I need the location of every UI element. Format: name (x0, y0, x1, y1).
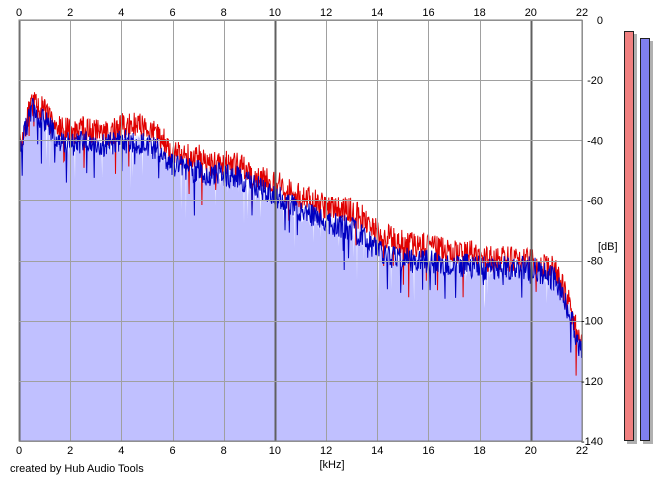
y-tick-label: 0 (597, 15, 603, 27)
x-tick-label-bottom: 12 (320, 445, 332, 457)
y-tick-labels: 0 -20 -40 -60 -80 -100 -120 -140 (581, 15, 603, 448)
x-tick-label-top: 16 (422, 7, 434, 19)
level-meters (624, 31, 653, 444)
y-tick-label: -40 (587, 135, 603, 147)
x-tick-label-bottom: 20 (525, 445, 537, 457)
x-tick-label-top: 8 (221, 7, 227, 19)
y-tick-label: -60 (587, 195, 603, 207)
y-tick-label: -20 (587, 75, 603, 87)
y-tick-label: -80 (587, 256, 603, 268)
x-tick-label-top: 12 (320, 7, 332, 19)
y-tick-label: -100 (581, 316, 603, 328)
x-tick-label-top: 14 (371, 7, 383, 19)
x-tick-label-bottom: 6 (169, 445, 175, 457)
x-tick-label-bottom: 18 (474, 445, 486, 457)
y-axis-label: [dB] (598, 241, 618, 253)
credit-text: created by Hub Audio Tools (10, 463, 144, 475)
x-tick-label-bottom: 4 (118, 445, 124, 457)
x-tick-label-bottom: 8 (221, 445, 227, 457)
x-tick-label-top: 20 (525, 7, 537, 19)
x-tick-label-top: 10 (269, 7, 281, 19)
series-layer (18, 92, 583, 441)
x-tick-label-top: 22 (576, 7, 588, 19)
x-tick-label-top: 2 (67, 7, 73, 19)
right-level-meter (640, 38, 650, 441)
x-tick-label-top: 0 (16, 7, 22, 19)
x-tick-label-bottom: 22 (576, 445, 588, 457)
plot-frame (18, 19, 583, 442)
x-tick-label-bottom: 2 (67, 445, 73, 457)
x-tick-labels-bottom: 0 2 4 6 8 10 12 14 16 18 20 22 (16, 445, 588, 457)
x-tick-label-top: 18 (474, 7, 486, 19)
left-level-meter (624, 31, 634, 441)
x-tick-label-top: 4 (118, 7, 124, 19)
series-area-fill (19, 98, 582, 441)
x-axis-label: [kHz] (319, 459, 344, 471)
x-tick-label-bottom: 14 (371, 445, 383, 457)
x-tick-label-bottom: 16 (422, 445, 434, 457)
x-tick-label-bottom: 0 (16, 445, 22, 457)
x-tick-label-top: 6 (169, 7, 175, 19)
y-tick-label: -120 (581, 376, 603, 388)
blue-channel-line (18, 97, 583, 358)
y-tick-label: -140 (581, 436, 603, 448)
x-tick-label-bottom: 10 (269, 445, 281, 457)
x-tick-labels-top: 0 2 4 6 8 10 12 14 16 18 20 22 (16, 7, 588, 19)
